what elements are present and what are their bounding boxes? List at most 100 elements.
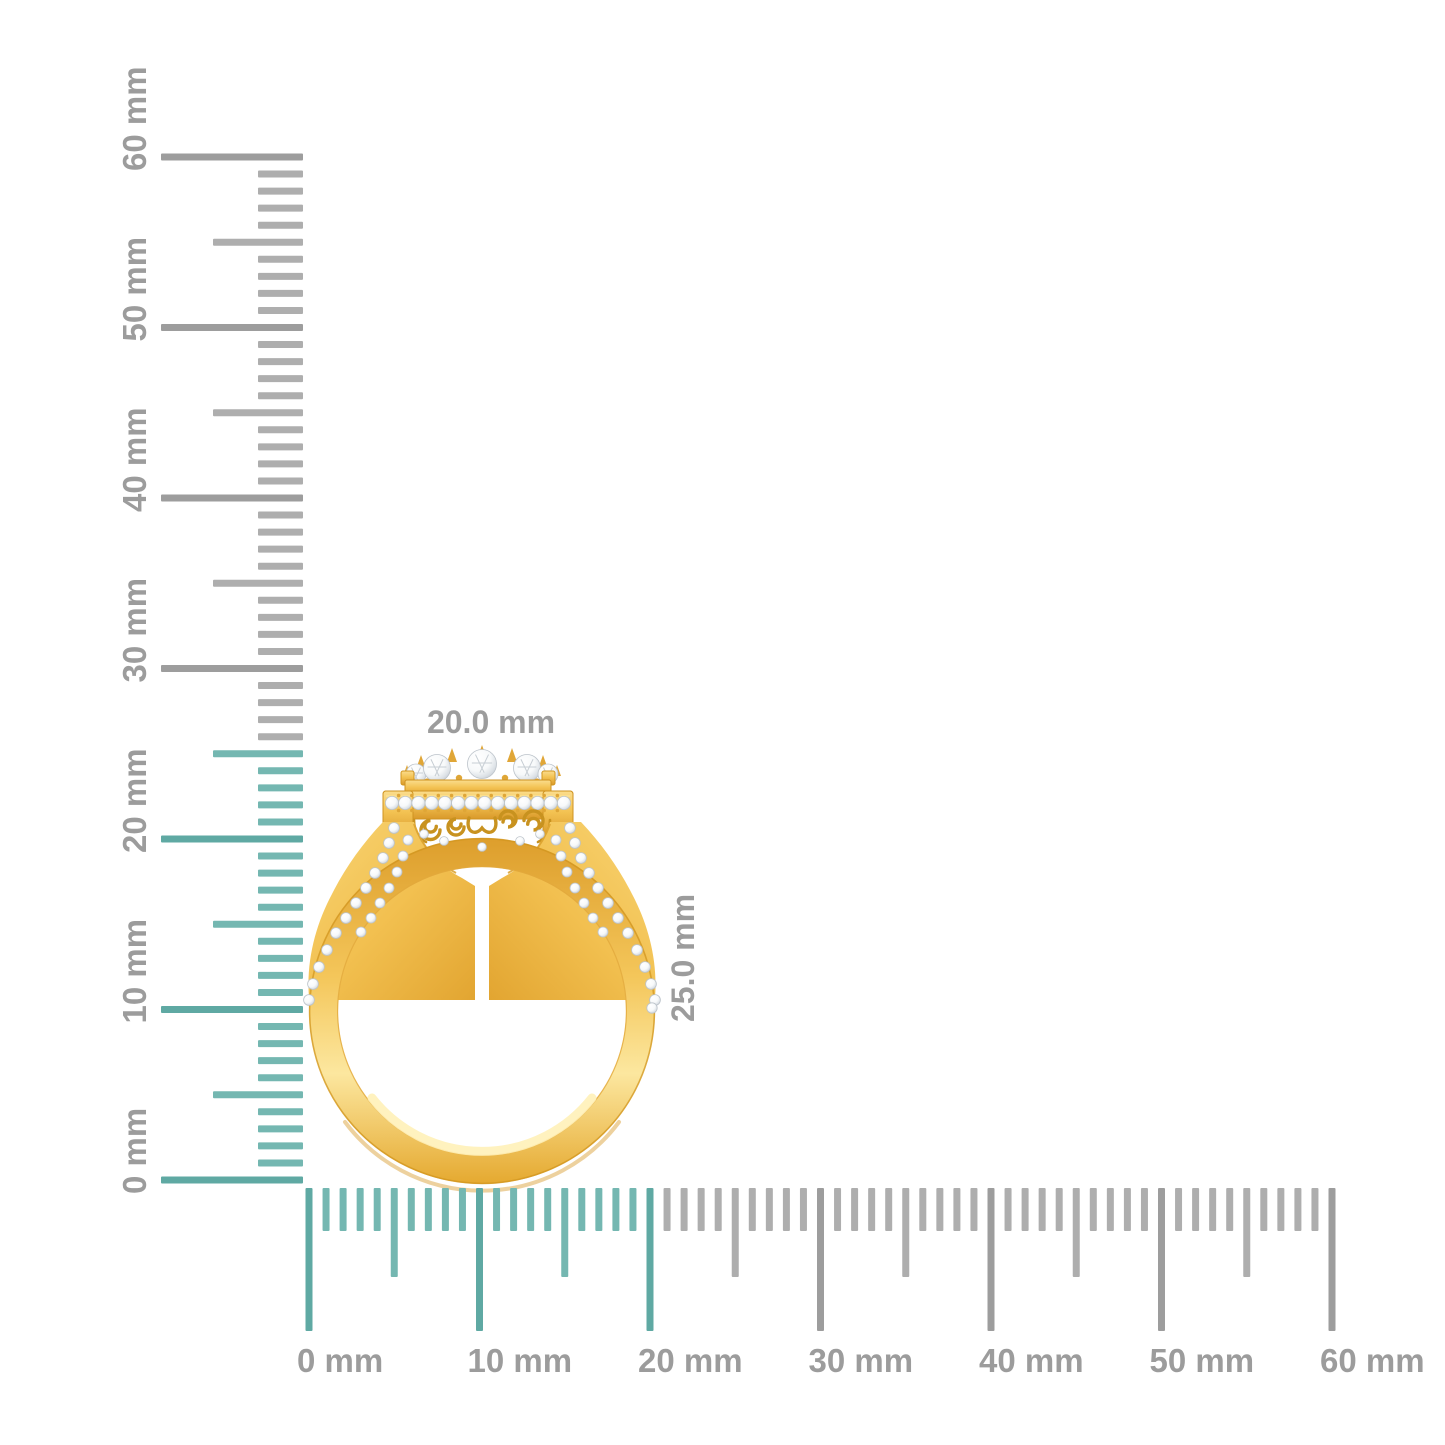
- pave-diamond: [583, 867, 595, 879]
- pave-diamond: [321, 944, 333, 956]
- horizontal-minor-tick: [544, 1188, 552, 1231]
- halo-diamond: [424, 796, 439, 811]
- horizontal-minor-tick: [1055, 1188, 1063, 1231]
- vertical-minor-tick: [258, 682, 303, 690]
- milgrain-dot: [410, 808, 414, 813]
- ring-shank-pave-diamonds: [303, 822, 661, 1014]
- vertical-minor-tick: [258, 1125, 303, 1133]
- horizontal-ruler-label: 60 mm: [1320, 1342, 1425, 1379]
- halo-diamond: [411, 796, 426, 811]
- ring-top-diamond-cluster: [405, 749, 559, 785]
- milgrain-dot: [462, 793, 467, 798]
- horizontal-minor-tick: [799, 1188, 807, 1231]
- pave-diamond: [587, 912, 599, 924]
- vertical-minor-tick: [258, 630, 303, 638]
- horizontal-minor-tick: [424, 1188, 432, 1231]
- vertical-minor-tick: [258, 613, 303, 621]
- pave-diamond: [365, 912, 377, 924]
- horizontal-minor-tick: [1021, 1188, 1029, 1231]
- gallery-drop-diamond: [419, 829, 429, 839]
- horizontal-minor-tick: [1004, 1188, 1012, 1231]
- vertical-major-tick: [161, 665, 303, 672]
- milgrain-dot: [396, 808, 401, 813]
- vertical-minor-tick: [258, 528, 303, 536]
- milgrain-dot: [449, 808, 454, 813]
- milgrain-dot: [489, 808, 494, 813]
- gallery-drop-diamond: [535, 829, 545, 839]
- vertical-minor-tick: [258, 255, 303, 263]
- vertical-minor-tick: [258, 784, 303, 792]
- pave-diamond: [374, 897, 386, 909]
- horizontal-minor-tick: [1089, 1188, 1097, 1231]
- vertical-half-tick: [213, 409, 303, 417]
- horizontal-minor-tick: [493, 1188, 501, 1231]
- horizontal-minor-tick: [458, 1188, 466, 1231]
- pave-diamond: [550, 834, 562, 846]
- halo-diamond: [464, 796, 479, 811]
- vertical-minor-tick: [258, 699, 303, 707]
- vertical-minor-tick: [258, 903, 303, 911]
- pave-diamond: [645, 978, 657, 990]
- vertical-minor-tick: [258, 1023, 303, 1031]
- milgrain-dot: [462, 808, 467, 813]
- horizontal-minor-tick: [595, 1188, 603, 1231]
- ring-band: [308, 837, 656, 1193]
- horizontal-minor-tick: [1123, 1188, 1131, 1231]
- horizontal-minor-tick: [356, 1188, 364, 1231]
- vertical-minor-tick: [258, 1159, 303, 1167]
- vertical-ruler-label: 20 mm: [116, 748, 153, 853]
- horizontal-ruler: 0 mm 10 mm 20 mm 30 mm 40 mm 50 mm 60 mm: [297, 1188, 1425, 1379]
- halo-diamond: [384, 796, 399, 811]
- horizontal-half-tick: [1243, 1188, 1251, 1277]
- horizontal-major-tick: [817, 1188, 824, 1331]
- vertical-major-tick: [161, 835, 303, 843]
- milgrain-dot: [542, 808, 546, 813]
- horizontal-major-tick: [305, 1188, 313, 1331]
- vertical-minor-tick: [258, 716, 303, 724]
- milgrain-dot: [423, 808, 427, 813]
- milgrain-dot: [436, 808, 441, 813]
- horizontal-ruler-label: 20 mm: [638, 1342, 743, 1379]
- gallery-drop-diamond: [515, 836, 525, 846]
- horizontal-half-tick: [902, 1188, 910, 1277]
- pave-diamond: [555, 850, 567, 862]
- pave-diamond: [307, 978, 319, 990]
- milgrain-dot: [489, 793, 494, 798]
- milgrain-dot: [555, 793, 560, 798]
- pave-diamond: [569, 837, 581, 849]
- vertical-minor-tick: [258, 869, 303, 877]
- horizontal-major-tick: [646, 1188, 654, 1331]
- horizontal-minor-tick: [1192, 1188, 1200, 1231]
- vertical-minor-tick: [258, 988, 303, 996]
- horizontal-minor-tick: [1311, 1188, 1319, 1231]
- milgrain-dot: [502, 793, 507, 798]
- vertical-minor-tick: [258, 358, 303, 366]
- horizontal-minor-tick: [885, 1188, 893, 1231]
- vertical-minor-tick: [258, 511, 303, 519]
- pave-diamond: [602, 897, 614, 909]
- vertical-minor-tick: [258, 1057, 303, 1065]
- vertical-minor-tick: [258, 596, 303, 604]
- horizontal-major-tick: [1158, 1188, 1165, 1331]
- horizontal-minor-tick: [510, 1188, 518, 1231]
- milgrain-dot: [410, 793, 414, 798]
- top-cluster-diamond: [423, 754, 451, 782]
- pave-diamond: [340, 912, 352, 924]
- vertical-minor-tick: [258, 341, 303, 349]
- gallery-drop-diamond: [477, 842, 487, 852]
- halo-diamond: [557, 796, 572, 811]
- horizontal-minor-tick: [953, 1188, 961, 1231]
- vertical-major-tick: [161, 153, 303, 161]
- halo-diamond: [504, 796, 519, 811]
- horizontal-minor-tick: [834, 1188, 842, 1231]
- ring-halo-diamond-row: [384, 793, 572, 813]
- milgrain-dot: [476, 808, 480, 813]
- horizontal-half-tick: [561, 1188, 569, 1277]
- horizontal-minor-tick: [697, 1188, 705, 1231]
- milgrain-dot: [476, 793, 480, 798]
- ring-height-dimension-label: 25.0 mm: [665, 894, 701, 1022]
- top-cluster-diamond: [467, 749, 497, 779]
- pave-diamond: [597, 926, 609, 938]
- pave-diamond: [377, 852, 389, 864]
- vertical-minor-tick: [258, 1040, 303, 1048]
